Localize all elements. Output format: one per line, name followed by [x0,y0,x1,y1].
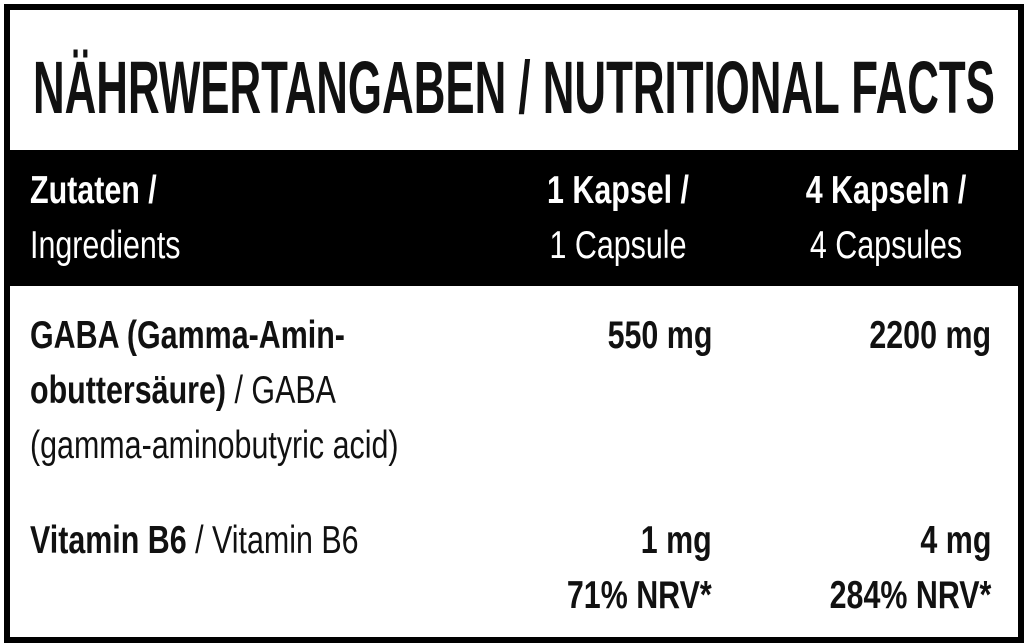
column-header: Zutaten / Ingredients [30,163,181,273]
column-header: 4 Kapseln / 4 Capsules [806,163,967,273]
header-band [10,150,1018,286]
amount: 2200 mg [869,314,991,357]
text-line: (gamma-aminobutyric acid) [30,418,399,473]
bold-text: obuttersäure) [30,369,227,412]
column-header-bold: 4 Kapseln / [805,169,967,212]
amount: 284% NRV* [829,574,991,617]
column-header-regular: 1 Capsule [549,224,687,267]
column-header-regular: Ingredients [30,224,181,267]
bold-text: Vitamin B6 [30,519,187,562]
title: NÄHRWERTANGABEN / NUTRITIONAL FACTS [33,46,995,129]
label-frame: NÄHRWERTANGABEN / NUTRITIONAL FACTS Zuta… [4,4,1024,643]
bold-text: GABA (Gamma-Amin- [30,314,345,357]
regular-text: (gamma-aminobutyric acid) [30,424,399,467]
regular-text: / Vitamin B6 [195,519,359,562]
amount: 4 mg [919,519,991,562]
text-line: Vitamin B6 / Vitamin B6 [30,513,359,568]
column-header: 1 Kapsel / 1 Capsule [547,163,689,273]
amount: 550 mg [607,314,712,357]
amount-cell: 4 mg 284% NRV* [829,513,991,623]
ingredient-cell: Vitamin B6 / Vitamin B6 [30,513,359,568]
amount-cell: 550 mg [607,308,712,363]
column-header-bold: 1 Kapsel / [546,169,690,212]
regular-text: / GABA [234,369,336,412]
column-header-bold: Zutaten / [30,169,157,212]
ingredient-cell: GABA (Gamma-Amin-obuttersäure) / GABA (ga… [30,308,399,473]
amount-cell: 2200 mg [869,308,991,363]
column-header-regular: 4 Capsules [809,224,963,267]
text-line: obuttersäure) / GABA [30,363,399,418]
text-line: GABA (Gamma-Amin- [30,308,399,363]
amount: 71% NRV* [567,574,712,617]
amount-cell: 1 mg 71% NRV* [567,513,712,623]
amount: 1 mg [640,519,712,562]
